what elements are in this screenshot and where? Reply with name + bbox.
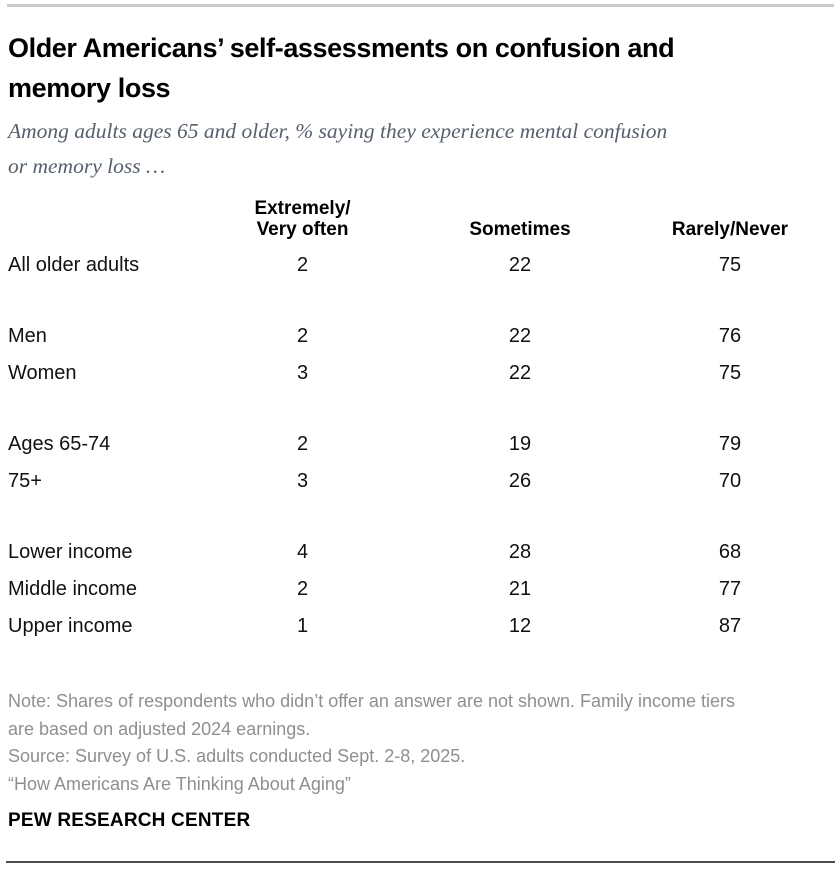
column-header-rarely-never: Rarely/Never — [671, 219, 789, 240]
note-line-1: Note: Shares of respondents who didn’t o… — [8, 691, 736, 711]
value-cell: 4 — [296, 541, 309, 563]
row-group-age: Ages 65-74 2 19 79 75+ 3 26 70 — [8, 426, 835, 500]
table-header-row: Extremely/ Very often Sometimes Rarely/N… — [8, 194, 835, 240]
table-body: All older adults 2 22 75 Men 2 22 76 Wom… — [8, 247, 835, 645]
row-label: Upper income — [8, 615, 133, 637]
value-cell: 70 — [718, 470, 742, 492]
chart-title-line-1: Older Americans’ self-assessments on con… — [8, 33, 675, 63]
report-title-line: “How Americans Are Thinking About Aging” — [8, 773, 351, 794]
value-cell: 21 — [508, 578, 532, 600]
row-label: Middle income — [8, 578, 137, 600]
row-label: Women — [8, 362, 77, 384]
value-cell: 76 — [718, 325, 742, 347]
value-cell: 79 — [718, 433, 742, 455]
value-cell: 12 — [508, 615, 532, 637]
value-cell: 87 — [718, 615, 742, 637]
value-cell: 28 — [508, 541, 532, 563]
source-line: Source: Survey of U.S. adults conducted … — [8, 746, 466, 766]
value-cell: 77 — [718, 578, 742, 600]
chart-subtitle: Among adults ages 65 and older, % saying… — [8, 114, 834, 184]
value-cell: 26 — [508, 470, 532, 492]
value-cell: 75 — [718, 254, 742, 276]
row-label: Men — [8, 325, 47, 347]
row-label: Ages 65-74 — [8, 433, 111, 455]
table-row: Men 2 22 76 — [8, 318, 835, 355]
note-line-2: are based on adjusted 2024 earnings. — [8, 718, 311, 739]
table-row: All older adults 2 22 75 — [8, 247, 835, 284]
column-header-extremely-very-often: Extremely/ Very often — [254, 198, 351, 240]
pew-research-center-wordmark: PEW RESEARCH CENTER — [8, 810, 251, 831]
table-row: Middle income 2 21 77 — [8, 571, 835, 608]
top-divider — [7, 4, 834, 7]
value-cell: 22 — [508, 325, 532, 347]
value-cell: 2 — [296, 433, 309, 455]
value-cell: 1 — [296, 615, 309, 637]
value-cell: 22 — [508, 362, 532, 384]
value-cell: 2 — [296, 578, 309, 600]
table-row: 75+ 3 26 70 — [8, 463, 835, 500]
table-row: Lower income 4 28 68 — [8, 534, 835, 571]
table-row: Women 3 22 75 — [8, 355, 835, 392]
value-cell: 22 — [508, 254, 532, 276]
row-group-income: Lower income 4 28 68 Middle income 2 21 … — [8, 534, 835, 645]
table-row: Ages 65-74 2 19 79 — [8, 426, 835, 463]
value-cell: 19 — [508, 433, 532, 455]
value-cell: 2 — [296, 254, 309, 276]
chart-title: Older Americans’ self-assessments on con… — [8, 28, 834, 108]
table-row: Upper income 1 12 87 — [8, 608, 835, 645]
value-cell: 3 — [296, 470, 309, 492]
footnotes: Note: Shares of respondents who didn’t o… — [8, 688, 828, 798]
bottom-divider — [6, 861, 835, 863]
data-table: Extremely/ Very often Sometimes Rarely/N… — [8, 194, 835, 645]
value-cell: 75 — [718, 362, 742, 384]
row-label: 75+ — [8, 470, 42, 492]
row-group-all: All older adults 2 22 75 — [8, 247, 835, 284]
value-cell: 3 — [296, 362, 309, 384]
row-label: Lower income — [8, 541, 133, 563]
chart-title-line-2: memory loss — [8, 73, 171, 103]
row-label: All older adults — [8, 254, 140, 276]
value-cell: 68 — [718, 541, 742, 563]
column-header-sometimes: Sometimes — [469, 219, 571, 240]
chart-subtitle-line-1: Among adults ages 65 and older, % saying… — [8, 119, 668, 143]
chart-subtitle-line-2: or memory loss … — [8, 154, 166, 178]
value-cell: 2 — [296, 325, 309, 347]
row-group-gender: Men 2 22 76 Women 3 22 75 — [8, 318, 835, 392]
